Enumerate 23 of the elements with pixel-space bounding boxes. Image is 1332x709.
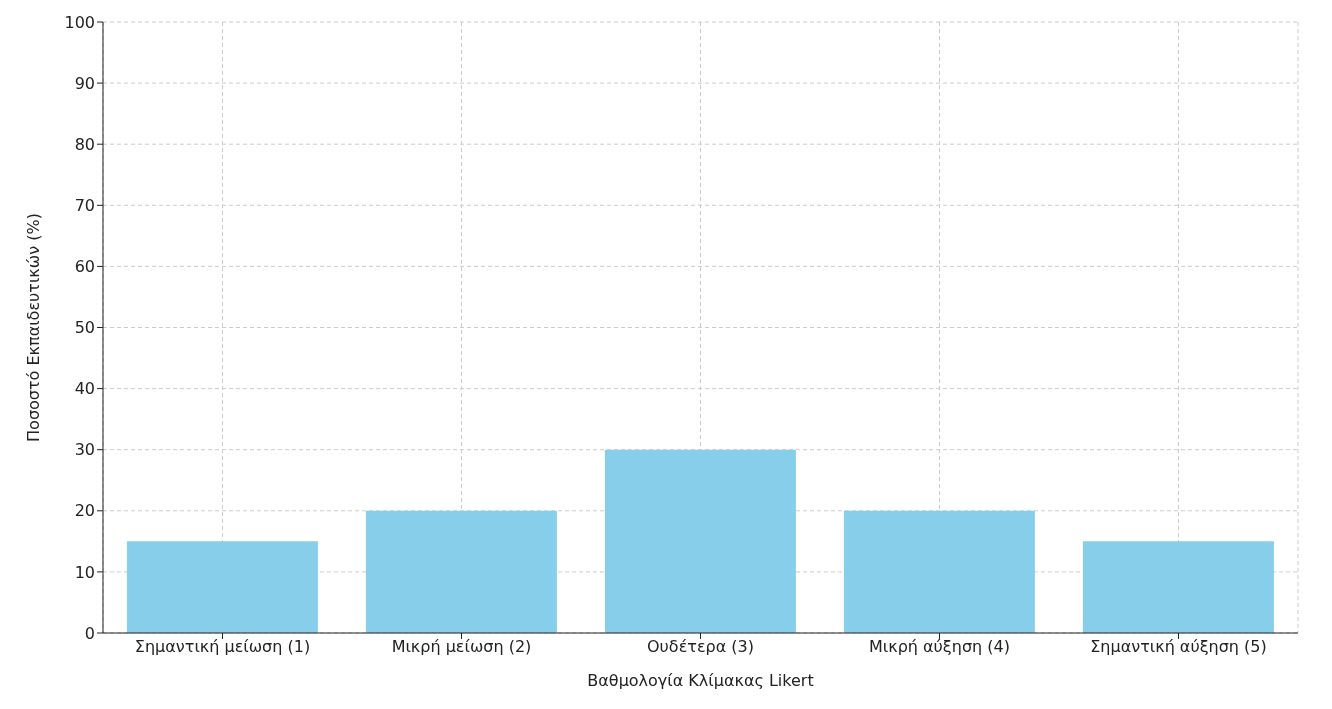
y-tick-label: 40 (74, 379, 95, 399)
bar (1082, 541, 1274, 633)
x-tick-label: Ουδέτερα (3) (646, 637, 755, 657)
bar (126, 541, 318, 633)
x-tick-label: Σημαντική μείωση (1) (134, 637, 311, 657)
bar (365, 510, 557, 633)
y-tick-label: 10 (74, 562, 95, 582)
y-tick-label: 70 (74, 195, 95, 215)
x-tick-label: Σημαντική αύξηση (5) (1090, 637, 1267, 657)
y-tick-label: 60 (74, 257, 95, 277)
bar (604, 449, 796, 633)
y-tick-label: 30 (74, 440, 95, 460)
x-tick-label: Μικρή μείωση (2) (391, 637, 532, 657)
y-axis-title: Ποσοστό Εκπαιδευτικών (%) (23, 213, 43, 442)
y-tick-label: 20 (74, 501, 95, 521)
y-tick-label: 100 (64, 12, 95, 32)
x-axis-title: Βαθμολογία Κλίμακας Likert (587, 671, 814, 690)
y-tick-label: 80 (74, 134, 95, 154)
bar (843, 510, 1035, 633)
x-tick-label: Μικρή αύξηση (4) (869, 637, 1010, 657)
y-tick-label: 0 (84, 623, 95, 643)
y-tick-label: 90 (74, 73, 95, 93)
y-tick-label: 50 (74, 318, 95, 338)
